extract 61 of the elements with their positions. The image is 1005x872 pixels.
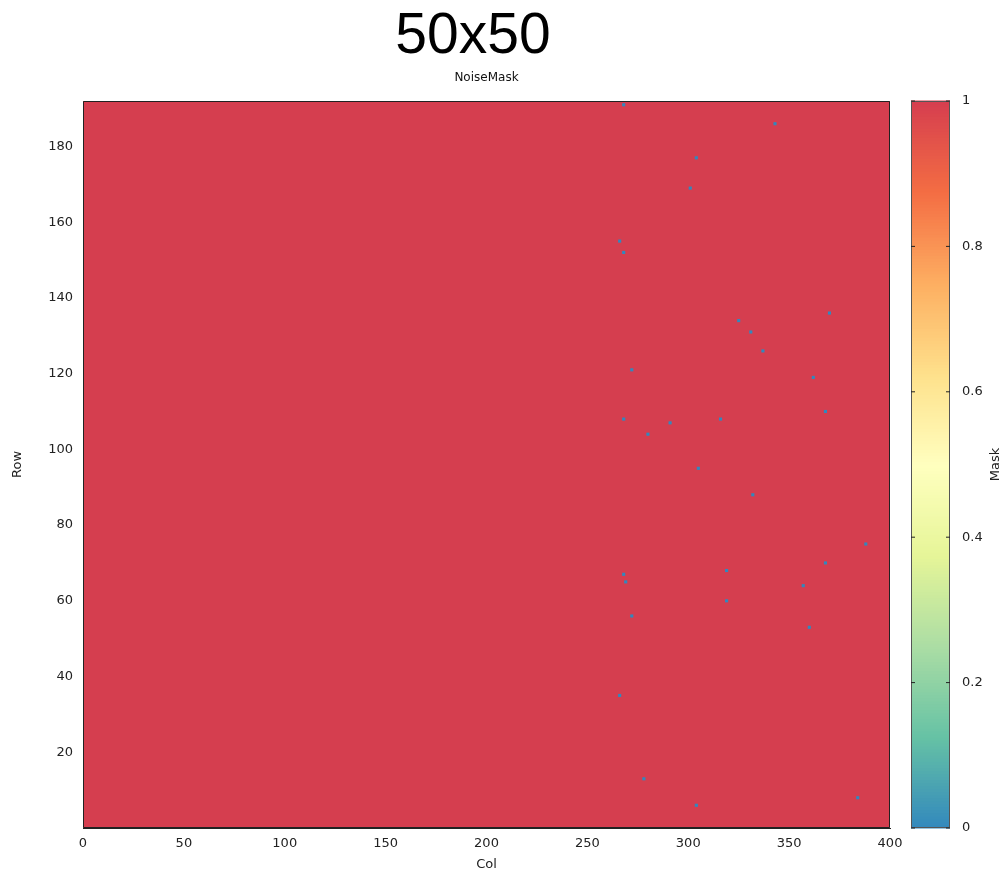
point	[630, 614, 634, 618]
x-tick-label: 100	[272, 835, 298, 851]
point	[823, 409, 827, 414]
x-axis-title: Col	[476, 855, 497, 871]
y-tick-label: 20	[56, 743, 73, 759]
point	[718, 417, 723, 421]
x-tick-label: 250	[574, 835, 600, 851]
point	[622, 250, 626, 255]
x-tick-label: 350	[776, 835, 802, 851]
point	[823, 561, 827, 565]
y-tick-label: 80	[56, 516, 73, 532]
y-axis-title: Row	[9, 450, 25, 479]
point	[622, 417, 626, 421]
point	[773, 122, 777, 126]
point	[618, 239, 622, 243]
point	[827, 311, 832, 315]
y-tick-label: 120	[48, 365, 73, 380]
point	[622, 103, 626, 107]
x-tick-label: 50	[175, 835, 193, 851]
point	[630, 368, 634, 372]
y-tick-label: 100	[48, 440, 73, 456]
point	[725, 568, 729, 573]
point	[749, 330, 753, 334]
point	[807, 625, 811, 629]
point	[622, 572, 626, 576]
point	[751, 493, 755, 497]
y-tick-label: 180	[48, 137, 73, 153]
color-bar-label: 0	[962, 819, 971, 835]
point	[725, 599, 729, 603]
y-tick-label: 60	[56, 592, 73, 608]
color-bar-label: 1	[962, 92, 971, 108]
point	[624, 580, 628, 584]
chart-title: 50x50	[394, 1, 552, 65]
point	[618, 693, 622, 698]
point	[694, 156, 698, 160]
color-bar-label: 0.6	[962, 383, 983, 399]
y-tick-label: 40	[56, 667, 73, 683]
point	[642, 777, 646, 781]
color-bar-title: Mask	[987, 447, 1003, 482]
point	[668, 421, 672, 425]
point	[811, 375, 815, 379]
color-bar-label: 0.2	[962, 673, 983, 689]
point	[737, 319, 741, 323]
color-bar-label: 0.8	[962, 237, 983, 253]
color-bar-label: 0.4	[962, 528, 983, 544]
x-tick-label: 200	[474, 835, 499, 851]
point	[688, 186, 692, 190]
point	[696, 466, 700, 470]
x-tick-label: 300	[675, 835, 701, 851]
x-tick-label: 400	[877, 835, 903, 851]
point	[801, 584, 805, 588]
point	[761, 349, 765, 353]
y-tick-label: 160	[48, 213, 73, 229]
x-tick-label: 150	[373, 835, 399, 851]
point	[856, 796, 860, 800]
x-tick-label: 0	[78, 835, 88, 851]
point	[694, 803, 698, 807]
y-tick-label: 140	[48, 289, 73, 305]
chart-subtitle: NoiseMask	[453, 70, 520, 84]
point	[864, 542, 868, 546]
point	[646, 432, 650, 436]
